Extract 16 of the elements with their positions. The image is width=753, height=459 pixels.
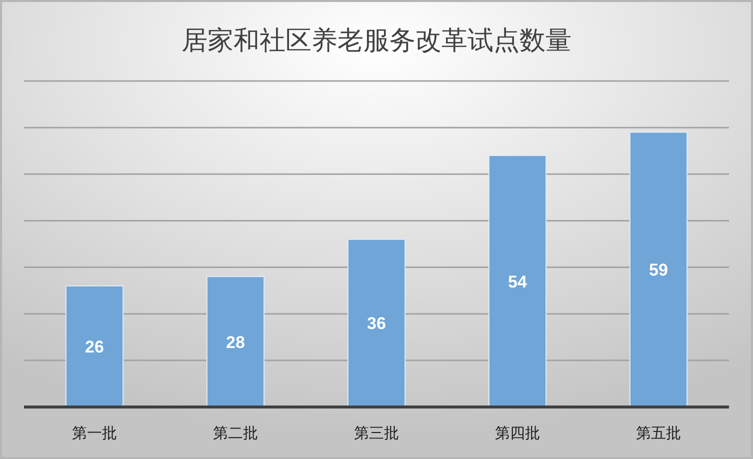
x-tick-label: 第三批 — [354, 425, 399, 442]
bar — [65, 285, 124, 408]
bar — [206, 276, 265, 408]
bar — [629, 132, 688, 408]
data-label: 59 — [649, 260, 668, 280]
data-label: 28 — [226, 332, 245, 352]
data-label: 26 — [85, 337, 104, 356]
data-label: 36 — [367, 314, 386, 334]
x-tick-label: 第四批 — [495, 425, 540, 442]
x-tick-label: 第二批 — [213, 425, 258, 442]
x-tick-label: 第一批 — [72, 425, 117, 442]
chart-title: 居家和社区养老服务改革试点数量 — [182, 25, 572, 55]
bar — [488, 155, 547, 408]
x-tick-label: 第五批 — [636, 425, 681, 442]
data-label: 54 — [508, 272, 528, 292]
bar — [347, 238, 406, 408]
